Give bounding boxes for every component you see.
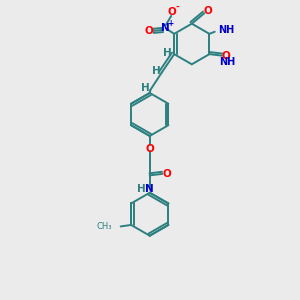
Text: O: O: [167, 7, 176, 17]
Text: O: O: [221, 51, 230, 61]
Text: H: H: [152, 66, 161, 76]
Text: N: N: [161, 23, 170, 33]
Text: NH: NH: [219, 57, 235, 67]
Text: O: O: [146, 143, 155, 154]
Text: O: O: [162, 169, 171, 179]
Text: NH: NH: [218, 25, 235, 35]
Text: H: H: [141, 83, 149, 94]
Text: CH₃: CH₃: [97, 222, 112, 231]
Text: H: H: [137, 184, 146, 194]
Text: -: -: [175, 3, 179, 12]
Text: H: H: [163, 48, 172, 58]
Text: O: O: [145, 26, 154, 36]
Text: +: +: [167, 19, 173, 28]
Text: O: O: [204, 6, 213, 16]
Text: N: N: [145, 184, 154, 194]
